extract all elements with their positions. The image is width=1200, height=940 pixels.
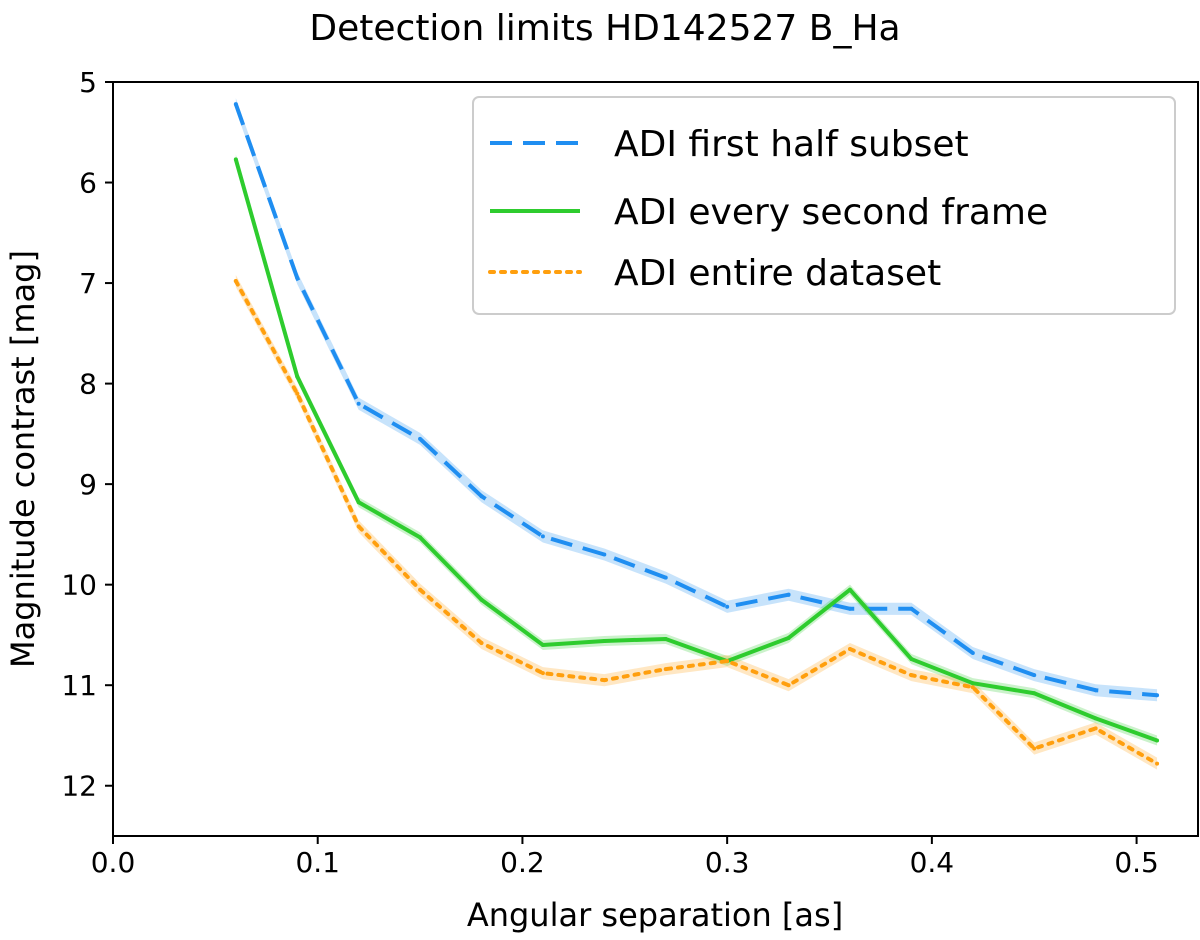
series-line-2 [233,158,1158,743]
data-point [970,681,975,686]
y-tick-label: 10 [61,569,97,602]
legend-box [472,96,1176,315]
data-point [602,552,607,557]
data-point [786,592,791,597]
y-axis-ticks: 5 6 7 8 9 10 11 12 [61,66,113,803]
data-point [295,276,300,281]
x-tick-label: 0.4 [910,846,955,879]
data-point [786,683,791,688]
data-point [970,685,975,690]
legend-label: ADI first half subset [614,124,969,165]
data-point [909,606,914,611]
series-band-3 [235,275,1158,770]
data-point [1155,738,1160,743]
data-point [479,640,484,645]
data-point [295,374,300,379]
y-tick-label: 11 [61,669,97,702]
data-point [970,651,975,656]
y-axis-label: Magnitude contrast [mag] [4,250,42,668]
x-axis-label: Angular separation [as] [467,896,843,934]
y-tick-label: 12 [61,770,97,803]
x-tick-label: 0.5 [1114,846,1159,879]
data-point [356,524,361,529]
chart-title: Detection limits HD142527 B_Ha [309,8,900,49]
x-axis-ticks: 0.0 0.1 0.2 0.3 0.4 0.5 [91,836,1159,879]
legend-label: ADI entire dataset [614,253,941,294]
data-point [233,157,238,162]
data-point [233,279,238,284]
data-point [418,535,423,540]
data-point [1032,746,1037,751]
y-tick-label: 6 [79,167,97,200]
legend-entries: ADI first half subset ADI every second fr… [488,124,1048,294]
y-tick-label: 5 [79,66,97,99]
x-tick-label: 0.2 [500,846,545,879]
data-point [233,102,238,107]
confidence-bands [235,98,1158,770]
data-point [295,391,300,396]
data-point [356,401,361,406]
y-tick-label: 9 [79,468,97,501]
data-point [540,534,545,539]
data-point [540,671,545,676]
x-tick-label: 0.1 [295,846,340,879]
data-point [602,638,607,643]
data-point [1032,691,1037,696]
data-point [479,494,484,499]
y-tick-label: 8 [79,368,97,401]
data-point [418,587,423,592]
data-point [602,678,607,683]
x-tick-label: 0.0 [91,846,136,879]
data-point [479,597,484,602]
data-point [663,575,668,580]
data-point [663,667,668,672]
plot-frame [112,81,1199,837]
data-point [725,604,730,609]
series-lines [233,102,1160,766]
data-point [418,436,423,441]
data-point [1155,761,1160,766]
data-point [847,606,852,611]
legend-label: ADI every second frame [614,192,1048,233]
data-point [847,647,852,652]
data-point [663,636,668,641]
data-point [786,635,791,640]
data-point [356,500,361,505]
legend: ADI first half subset ADI every second fr… [472,96,1176,315]
data-point [1032,673,1037,678]
data-point [540,642,545,647]
data-point [1155,693,1160,698]
data-point [847,587,852,592]
y-tick-label: 7 [79,267,97,300]
data-point [1093,716,1098,721]
data-point [725,659,730,664]
x-tick-label: 0.3 [705,846,750,879]
data-point [1093,688,1098,693]
data-point [909,673,914,678]
data-point [909,657,914,662]
series-line-3 [233,279,1160,766]
data-point [1093,726,1098,731]
